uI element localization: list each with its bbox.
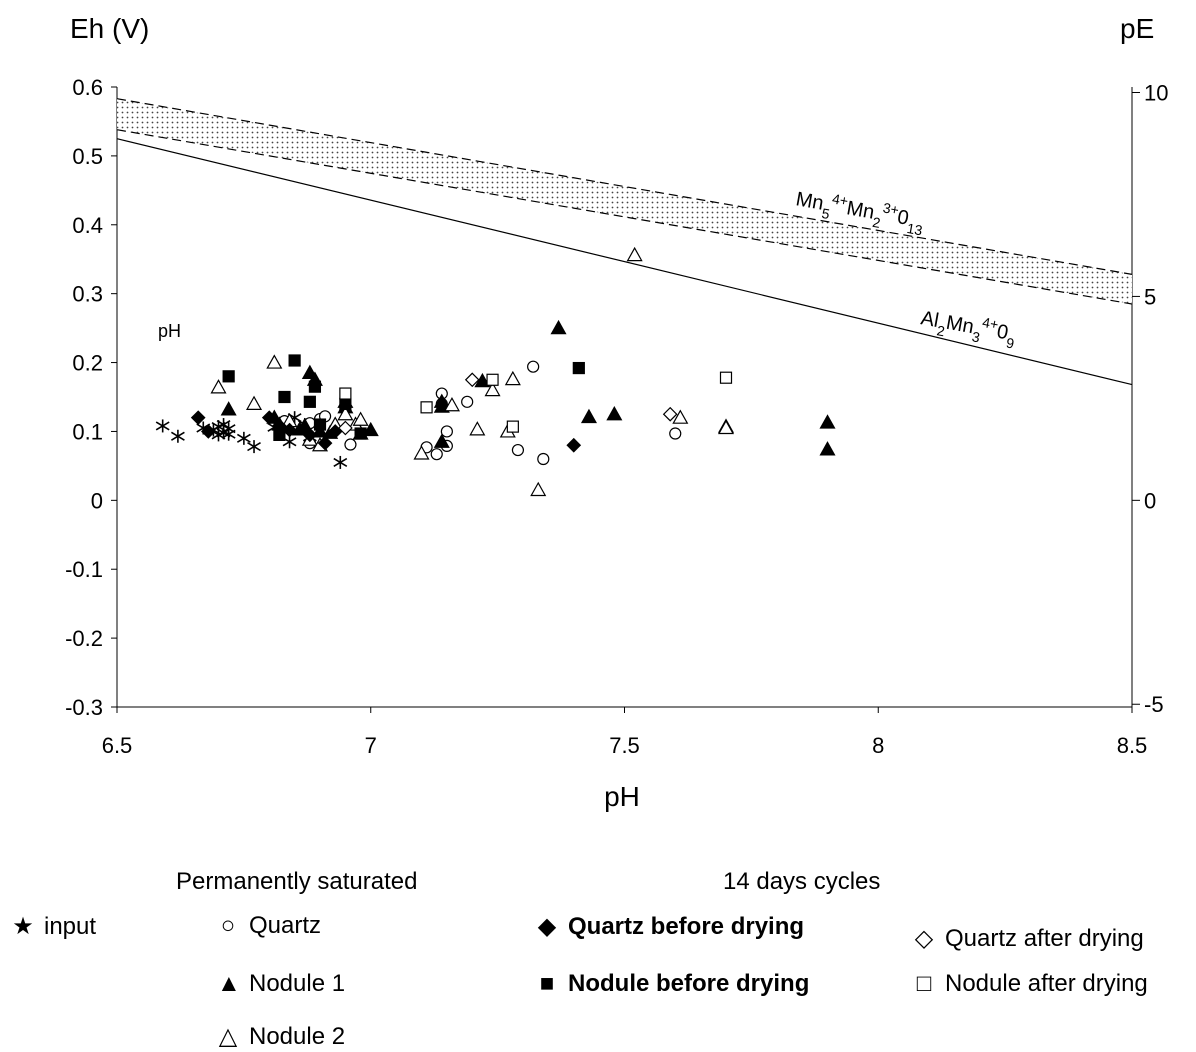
y-tick-label: -0.3 xyxy=(65,695,103,720)
point-nodule-after-drying xyxy=(719,371,733,384)
al2mn3o9-label: Al2Mn34+09 xyxy=(918,303,1018,351)
y-axis-title-left: Eh (V) xyxy=(70,13,149,44)
point-quartz-before-drying xyxy=(190,410,206,426)
point-input xyxy=(247,440,261,454)
point-input xyxy=(236,431,251,445)
point-nodule-before-drying xyxy=(339,397,352,410)
point-nodule-before-drying xyxy=(354,427,367,440)
mn5mn2o13-band-fill xyxy=(117,98,1132,304)
x-axis-title: pH xyxy=(604,781,640,812)
point-quartz xyxy=(511,443,525,457)
x-tick-label: 7.5 xyxy=(609,733,640,758)
point-nodule-1 xyxy=(606,405,623,421)
point-nodule-before-drying xyxy=(273,428,286,441)
point-nodule-1 xyxy=(311,423,329,438)
point-nodule-2 xyxy=(672,409,689,424)
point-nodule-1 xyxy=(819,414,836,429)
point-nodule-1 xyxy=(362,421,379,437)
point-nodule-before-drying xyxy=(313,418,327,431)
point-quartz-after-drying xyxy=(338,420,353,436)
y-axis-title-right: pE xyxy=(1120,13,1154,44)
point-nodule-2 xyxy=(413,445,430,460)
point-nodule-1 xyxy=(296,417,313,433)
point-quartz-before-drying xyxy=(282,422,297,438)
point-quartz xyxy=(537,452,550,466)
y2-tick-label: 10 xyxy=(1144,81,1168,106)
point-nodule-before-drying xyxy=(308,380,322,393)
point-quartz xyxy=(461,395,474,408)
point-nodule-after-drying xyxy=(486,373,499,386)
point-quartz xyxy=(430,448,443,461)
point-nodule-1 xyxy=(819,441,836,456)
y-tick-label: 0.3 xyxy=(72,282,103,307)
y-tick-label: -0.2 xyxy=(65,626,103,651)
point-input xyxy=(221,427,236,441)
point-nodule-2 xyxy=(717,419,735,435)
point-nodule-before-drying xyxy=(222,370,235,383)
point-quartz xyxy=(344,438,357,451)
x-tick-label: 8.5 xyxy=(1117,733,1148,758)
y-tick-label: 0 xyxy=(91,488,103,513)
point-nodule-2 xyxy=(337,405,354,421)
y2-tick-label: -5 xyxy=(1144,692,1164,717)
point-nodule-before-drying xyxy=(303,395,316,408)
point-quartz-after-drying xyxy=(662,406,678,422)
y2-tick-label: 5 xyxy=(1144,284,1156,309)
point-nodule-2 xyxy=(352,411,369,426)
point-quartz-before-drying xyxy=(302,427,318,443)
point-nodule-after-drying xyxy=(420,401,433,414)
point-nodule-before-drying xyxy=(278,390,291,404)
point-nodule-after-drying xyxy=(506,420,519,433)
x-tick-label: 8 xyxy=(872,733,884,758)
mn5mn2o13-lower-line xyxy=(116,129,1133,305)
al2mn3o9-line xyxy=(116,138,1133,386)
point-nodule-2 xyxy=(504,370,521,386)
point-nodule-2 xyxy=(210,379,227,394)
x-tick-label: 6.5 xyxy=(102,733,133,758)
point-nodule-1 xyxy=(550,319,567,335)
point-nodule-2 xyxy=(530,481,547,497)
point-quartz-before-drying xyxy=(317,435,333,451)
point-nodule-2 xyxy=(626,246,643,262)
mn5mn2o13-upper-line xyxy=(116,98,1133,275)
point-nodule-1 xyxy=(433,393,450,408)
point-quartz-after-drying xyxy=(464,372,480,388)
y-tick-label: 0.1 xyxy=(72,419,103,444)
point-quartz xyxy=(669,427,682,440)
point-quartz-before-drying xyxy=(566,437,582,453)
point-nodule-2 xyxy=(266,354,283,369)
point-nodule-2 xyxy=(443,397,460,412)
x-tick-label: 7 xyxy=(365,733,377,758)
point-nodule-2 xyxy=(246,395,263,410)
point-nodule-after-drying xyxy=(339,387,352,400)
point-input xyxy=(333,455,348,469)
point-nodule-2 xyxy=(484,381,501,397)
point-input xyxy=(170,429,185,443)
y-tick-label: 0.5 xyxy=(72,144,103,169)
point-nodule-before-drying xyxy=(288,354,301,367)
point-nodule-before-drying xyxy=(572,361,585,375)
point-nodule-1 xyxy=(580,408,597,424)
point-input xyxy=(155,419,170,433)
y-tick-label: 0.4 xyxy=(72,213,103,238)
point-nodule-2 xyxy=(469,421,486,436)
y-tick-label: 0.2 xyxy=(72,351,103,376)
y-tick-label: -0.1 xyxy=(65,557,103,582)
mn5mn2o13-label: Mn54+Mn23+013 xyxy=(793,184,927,238)
point-nodule-1 xyxy=(433,433,450,448)
ph-annotation: pH xyxy=(158,321,181,341)
y-tick-label: 0.6 xyxy=(72,75,103,100)
point-quartz-before-drying xyxy=(201,424,216,439)
point-quartz-before-drying xyxy=(261,410,277,426)
point-nodule-1 xyxy=(220,401,237,416)
point-quartz xyxy=(527,360,540,373)
y2-tick-label: 0 xyxy=(1144,488,1156,513)
point-quartz xyxy=(440,425,453,438)
